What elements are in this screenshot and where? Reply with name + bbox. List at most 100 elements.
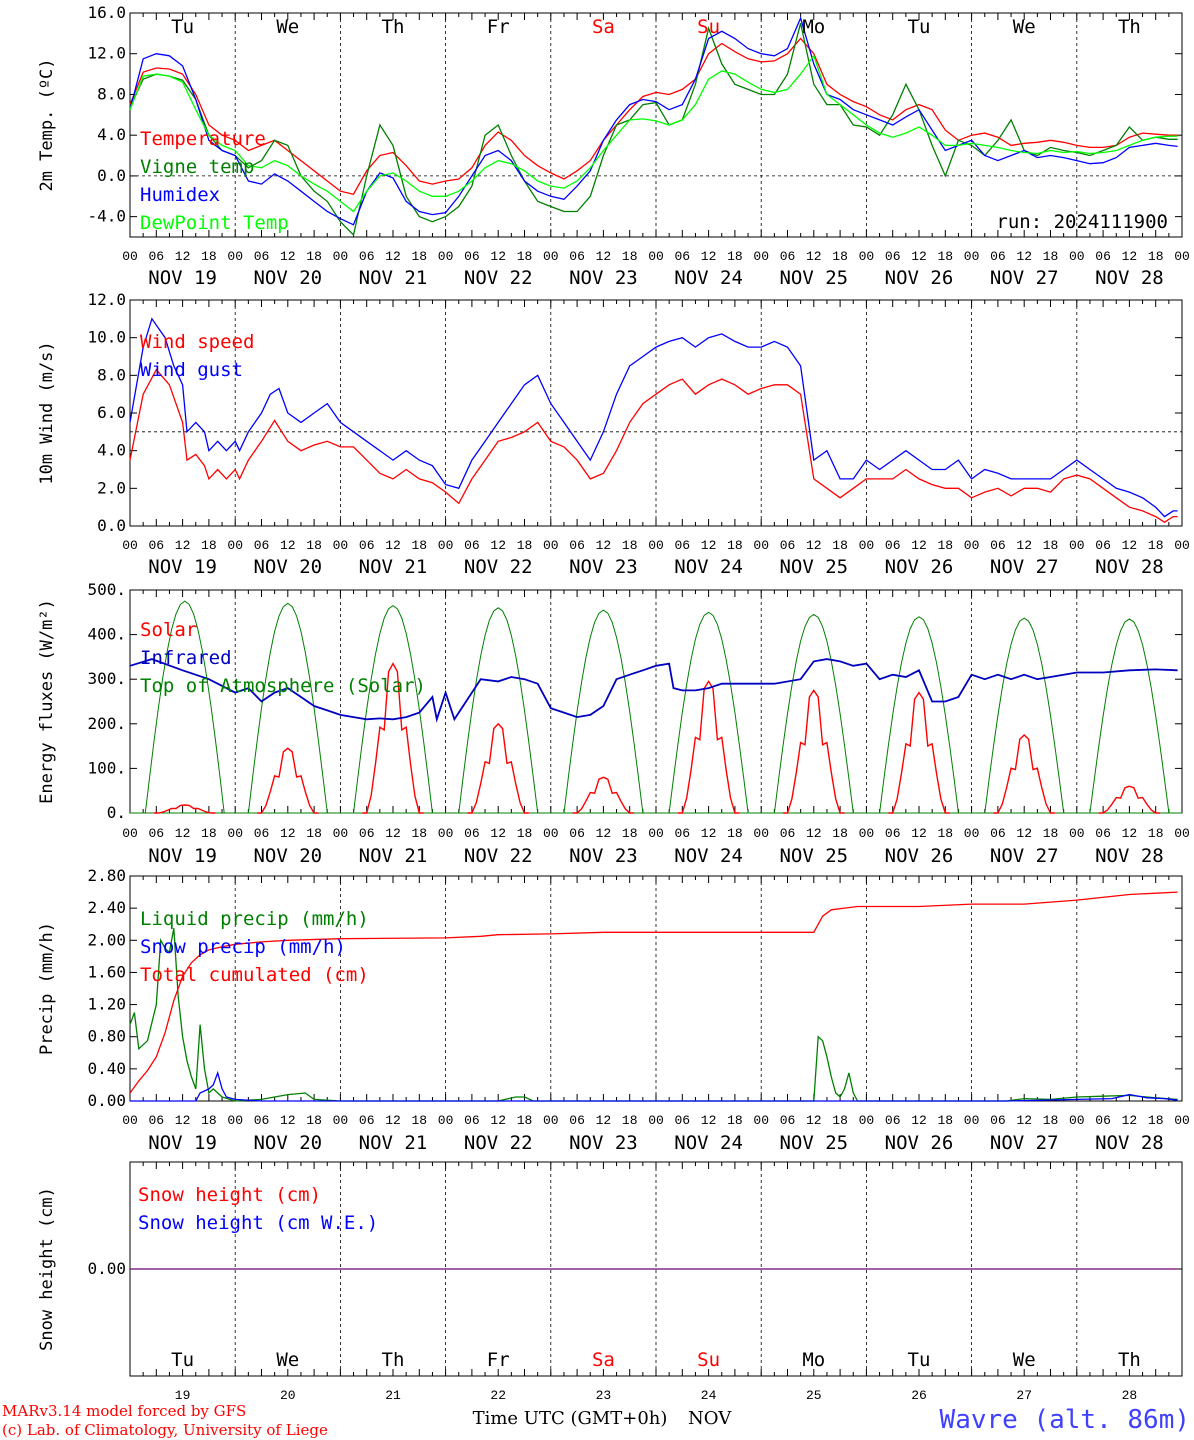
day-label: We xyxy=(1013,16,1036,38)
y-axis-label: Energy fluxes (W/m²) xyxy=(37,599,57,804)
hour-tick-label: 06 xyxy=(148,249,164,264)
date-label: NOV 27 xyxy=(990,1132,1059,1154)
legend-entry: Liquid precip (mm/h) xyxy=(140,908,369,930)
date-label: NOV 23 xyxy=(569,845,638,867)
series-wind-speed xyxy=(129,368,1178,523)
series-vigne-temp xyxy=(129,23,1178,237)
day-label: Fr xyxy=(487,1349,510,1371)
day-number: 27 xyxy=(1016,1388,1032,1403)
hour-tick-label: 18 xyxy=(1148,249,1164,264)
hour-tick-label: 18 xyxy=(832,538,848,553)
day-number: 24 xyxy=(701,1388,717,1403)
date-label: NOV 25 xyxy=(779,556,848,578)
hour-tick-label: 00 xyxy=(753,249,769,264)
hour-tick-label: 06 xyxy=(464,1113,480,1128)
hour-tick-label: 06 xyxy=(569,826,585,841)
hour-tick-label: 12 xyxy=(1016,1113,1032,1128)
hour-tick-label: 12 xyxy=(1016,538,1032,553)
y-tick-label: 100. xyxy=(87,758,126,777)
series-wind-gust xyxy=(129,317,1178,518)
y-tick-label: 1.60 xyxy=(87,962,126,981)
legend-entry: Infrared xyxy=(140,647,232,669)
hour-tick-label: 18 xyxy=(937,249,953,264)
hour-tick-label: 18 xyxy=(201,538,217,553)
hour-tick-label: 00 xyxy=(543,1113,559,1128)
hour-tick-label: 18 xyxy=(937,826,953,841)
series-dewpoint-temp xyxy=(129,54,1178,213)
date-label: NOV 26 xyxy=(885,556,954,578)
hour-tick-label: 00 xyxy=(964,249,980,264)
panel-4: 2.80 2.40 2.00 1.60 1.20 0.80 0.40 0.00 Precip (… xyxy=(37,866,1190,1154)
date-label: NOV 23 xyxy=(569,1132,638,1154)
x-axis-month: NOV xyxy=(688,1408,732,1429)
legend-entry: Total cumulated (cm) xyxy=(140,964,369,986)
hour-tick-label: 00 xyxy=(333,538,349,553)
series-humidex xyxy=(129,16,1178,226)
date-label: NOV 21 xyxy=(359,1132,428,1154)
y-axis-label: 2m Temp. (ºC) xyxy=(37,58,57,191)
y-tick-label: 12.0 xyxy=(87,44,126,63)
date-label: NOV 28 xyxy=(1095,845,1164,867)
y-tick-label: 2.40 xyxy=(87,898,126,917)
legend-entry: Humidex xyxy=(140,184,220,206)
hour-tick-label: 00 xyxy=(1174,1113,1190,1128)
day-number: 26 xyxy=(911,1388,927,1403)
hour-tick-label: 18 xyxy=(727,538,743,553)
date-label: NOV 20 xyxy=(253,1132,322,1154)
hour-tick-label: 18 xyxy=(727,1113,743,1128)
hour-tick-label: 18 xyxy=(1148,538,1164,553)
hour-tick-label: 18 xyxy=(622,826,638,841)
hour-tick-label: 18 xyxy=(1043,538,1059,553)
hour-tick-label: 00 xyxy=(543,826,559,841)
hour-tick-label: 12 xyxy=(911,249,927,264)
hour-tick-label: 00 xyxy=(438,1113,454,1128)
y-tick-label: 0.0 xyxy=(97,166,126,185)
y-tick-label: 10.0 xyxy=(87,328,126,347)
hour-tick-label: 12 xyxy=(1122,249,1138,264)
hour-tick-label: 18 xyxy=(517,1113,533,1128)
hour-tick-label: 06 xyxy=(359,1113,375,1128)
day-label: Th xyxy=(1118,1349,1141,1371)
legend-entry: Snow precip (mm/h) xyxy=(140,936,346,958)
y-tick-label: 0.0 xyxy=(97,516,126,535)
panel-1: 16.0 12.0 8.0 4.0 0.0 -4.0 2m Temp. (ºC) Temper… xyxy=(37,3,1190,289)
panel-2: 12.0 10.0 8.0 6.0 4.0 2.0 0.0 10m Wind (m/s) Win… xyxy=(37,290,1190,578)
hour-tick-label: 00 xyxy=(438,538,454,553)
day-label: We xyxy=(276,16,299,38)
day-label: Tu xyxy=(908,16,931,38)
y-axis-label: Snow height (cm) xyxy=(37,1187,57,1351)
hour-tick-label: 06 xyxy=(254,826,270,841)
series-temperature xyxy=(129,37,1178,195)
hour-tick-label: 12 xyxy=(175,249,191,264)
hour-tick-label: 06 xyxy=(674,538,690,553)
hour-tick-label: 00 xyxy=(859,826,875,841)
y-tick-label: 400. xyxy=(87,625,126,644)
footer-model-line: MARv3.14 model forced by GFS xyxy=(2,1402,246,1420)
date-label: NOV 19 xyxy=(148,556,217,578)
hour-tick-label: 00 xyxy=(964,826,980,841)
y-tick-label: 300. xyxy=(87,669,126,688)
hour-tick-label: 00 xyxy=(227,538,243,553)
hour-tick-label: 06 xyxy=(1095,1113,1111,1128)
y-tick-label: 1.20 xyxy=(87,995,126,1014)
y-tick-label: 6.0 xyxy=(97,403,126,422)
hour-tick-label: 00 xyxy=(333,249,349,264)
x-axis-title: Time UTC (GMT+0h) xyxy=(473,1408,668,1429)
day-label: We xyxy=(276,1349,299,1371)
hour-tick-label: 00 xyxy=(122,249,138,264)
hour-tick-label: 18 xyxy=(1148,826,1164,841)
hour-tick-label: 18 xyxy=(517,826,533,841)
hour-tick-label: 12 xyxy=(175,826,191,841)
y-tick-label: 2.0 xyxy=(97,478,126,497)
hour-tick-label: 00 xyxy=(753,826,769,841)
hour-tick-label: 18 xyxy=(727,249,743,264)
hour-tick-label: 06 xyxy=(674,1113,690,1128)
hour-tick-label: 00 xyxy=(648,1113,664,1128)
day-label: Su xyxy=(697,1349,720,1371)
legend-entry: Temperature xyxy=(140,128,266,150)
date-label: NOV 27 xyxy=(990,556,1059,578)
plot-frame xyxy=(129,589,1183,814)
day-label: Sa xyxy=(592,16,615,38)
date-label: NOV 24 xyxy=(674,1132,743,1154)
hour-tick-label: 12 xyxy=(806,826,822,841)
